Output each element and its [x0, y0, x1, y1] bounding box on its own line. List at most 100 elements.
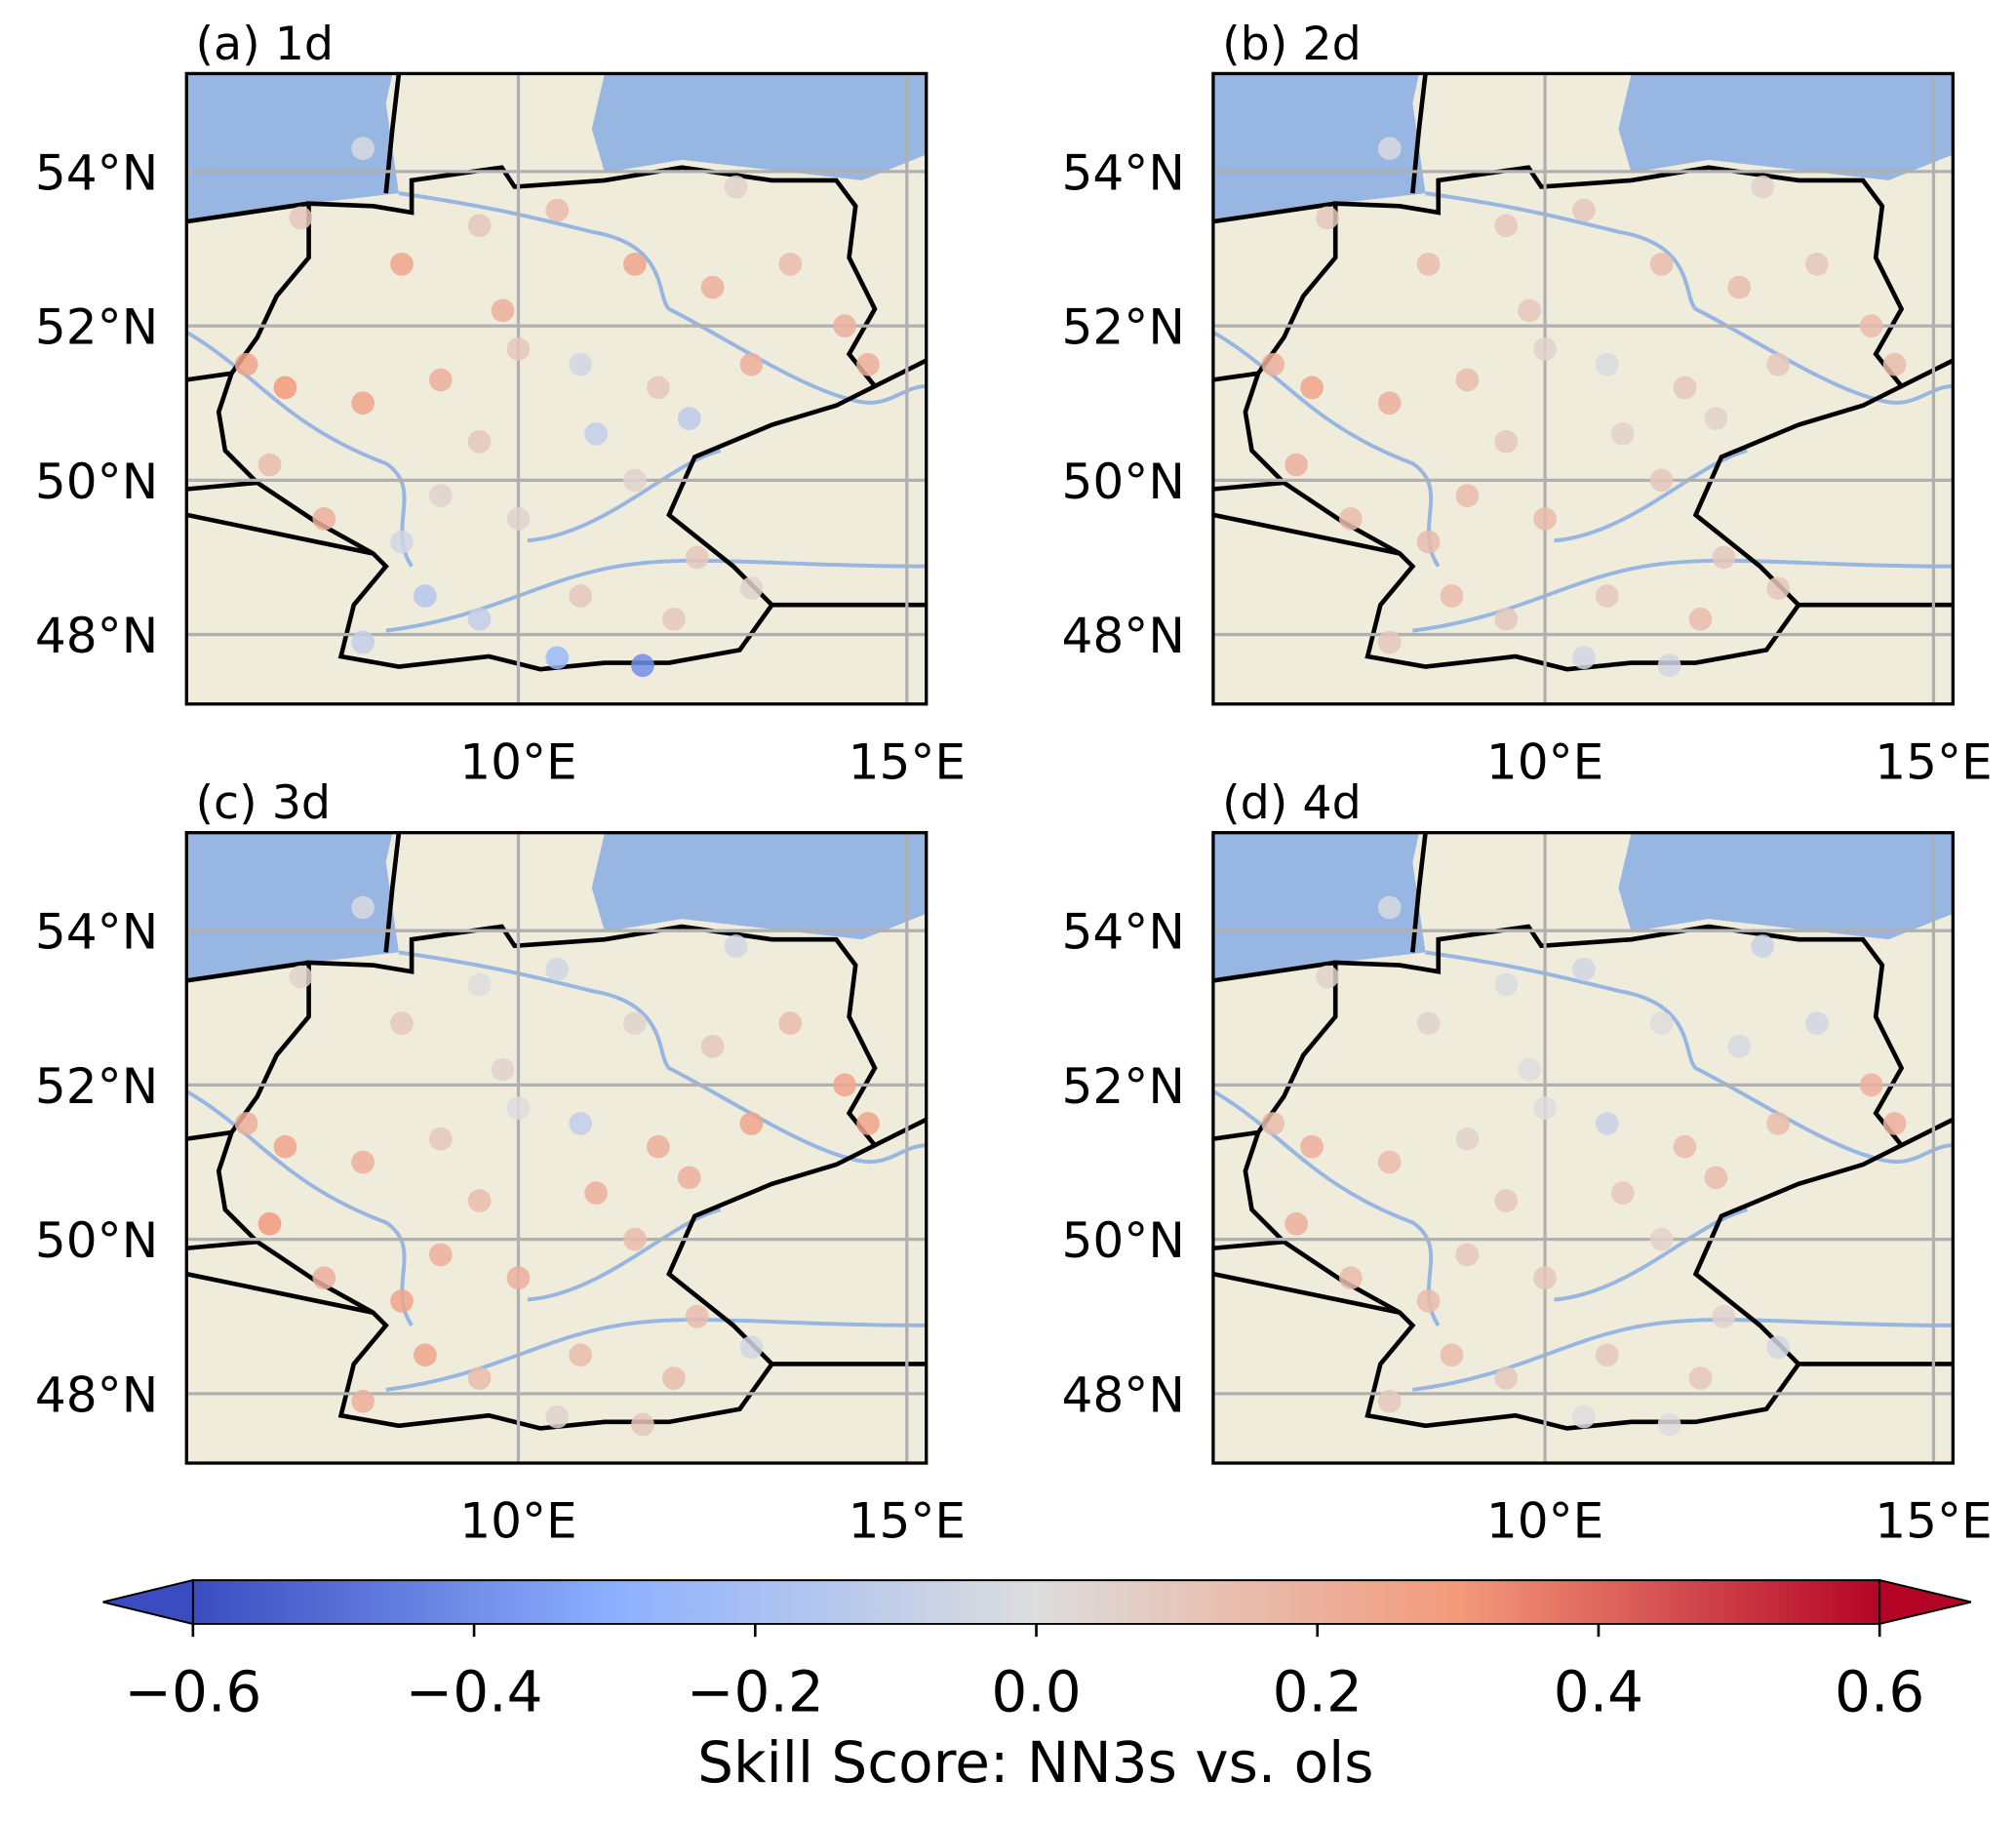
station-point — [623, 468, 647, 493]
station-point — [1533, 336, 1557, 361]
station-point — [1494, 1189, 1519, 1212]
station-point — [467, 1366, 492, 1390]
station-point — [273, 376, 297, 400]
colorbar-tick-label: −0.4 — [406, 1659, 543, 1725]
y-tick-label: 52°N — [35, 1057, 158, 1115]
station-point — [1518, 298, 1542, 323]
station-point — [1595, 584, 1619, 608]
station-point — [631, 1412, 654, 1437]
station-point — [1377, 1150, 1402, 1174]
map-frame — [184, 831, 929, 1465]
station-point — [661, 1366, 686, 1390]
station-point — [1416, 530, 1441, 554]
station-point — [390, 1289, 414, 1313]
y-tick-label: 48°N — [35, 607, 158, 664]
station-point — [1882, 1112, 1907, 1135]
basemap — [186, 833, 926, 1463]
station-point — [1518, 1057, 1542, 1082]
colorbar: Skill Score: NN3s vs. ols −0.6 −0.4 −0.2 0.… — [102, 1578, 1972, 1796]
station-point — [1339, 507, 1363, 531]
station-point — [257, 453, 282, 477]
station-point — [390, 1011, 414, 1035]
x-tick-label: 10°E — [459, 1492, 576, 1550]
station-point — [1657, 1412, 1681, 1437]
station-point — [1377, 630, 1402, 654]
station-point — [623, 252, 647, 276]
panel-title: (d) 4d — [1222, 776, 1362, 830]
station-point — [1649, 1011, 1674, 1035]
y-tick-label: 52°N — [35, 298, 158, 356]
station-point — [700, 1034, 725, 1058]
station-point — [351, 391, 375, 416]
station-point — [1377, 895, 1402, 920]
map-frame — [1211, 831, 1956, 1465]
station-point — [724, 175, 748, 199]
station-point — [312, 1266, 336, 1290]
station-point — [1261, 1112, 1285, 1135]
station-point — [351, 1389, 375, 1413]
station-point — [1533, 507, 1557, 531]
station-point — [545, 646, 570, 670]
station-point — [569, 352, 593, 376]
station-point — [1610, 422, 1635, 446]
station-point — [1805, 252, 1829, 276]
station-point — [545, 198, 570, 222]
station-point — [289, 206, 313, 230]
colorbar-tick-label: 0.2 — [1273, 1659, 1363, 1725]
x-tick-label: 10°E — [459, 732, 576, 790]
station-point — [1416, 1011, 1441, 1035]
station-point — [428, 484, 453, 508]
station-point — [1766, 1112, 1790, 1135]
station-point — [1727, 1034, 1752, 1058]
station-point — [739, 1112, 764, 1135]
map-panel: 48°N 50°N 52°N 54°N 10°E 15°E (c) 3d — [35, 776, 966, 1549]
station-point — [428, 1127, 453, 1151]
station-point — [677, 1166, 701, 1190]
y-tick-label: 54°N — [35, 903, 158, 961]
station-point — [1416, 252, 1441, 276]
station-point — [1494, 429, 1519, 454]
station-point — [677, 407, 701, 430]
x-tick-label: 15°E — [1875, 1492, 1992, 1550]
colorbar-tick-label: −0.2 — [687, 1659, 824, 1725]
map-panel: 48°N 50°N 52°N 54°N 10°E 15°E (b) 2d — [1062, 18, 1993, 790]
map-panel: 48°N 50°N 52°N 54°N 10°E 15°E (a) 1d — [35, 18, 966, 790]
station-point — [1859, 314, 1883, 338]
station-point — [1494, 1366, 1519, 1390]
station-point — [584, 1181, 609, 1206]
y-tick-label: 48°N — [35, 1366, 158, 1423]
x-tick-label: 15°E — [1875, 732, 1992, 790]
station-point — [700, 275, 725, 299]
station-point — [1751, 934, 1775, 958]
x-tick-label: 10°E — [1486, 732, 1603, 790]
station-point — [467, 972, 492, 997]
station-point — [1805, 1011, 1829, 1035]
y-tick-label: 54°N — [1062, 143, 1185, 201]
station-point — [506, 507, 531, 531]
station-point — [312, 507, 336, 531]
station-point — [467, 1189, 492, 1212]
station-point — [413, 1343, 437, 1367]
station-point — [856, 1112, 880, 1135]
station-point — [647, 376, 670, 400]
station-point — [739, 1335, 764, 1360]
station-point — [491, 1057, 515, 1082]
station-point — [351, 630, 375, 654]
station-point — [1440, 584, 1464, 608]
station-point — [1673, 376, 1697, 400]
station-point — [584, 422, 609, 446]
station-point — [1300, 1134, 1324, 1159]
x-tick-label: 10°E — [1486, 1492, 1603, 1550]
station-point — [1377, 137, 1402, 161]
station-point — [413, 584, 437, 608]
station-point — [1673, 1134, 1697, 1159]
station-point — [1455, 484, 1480, 508]
basemap — [186, 73, 926, 703]
station-point — [234, 352, 258, 376]
station-point — [1649, 252, 1674, 276]
station-point — [631, 653, 654, 678]
station-point — [1610, 1181, 1635, 1206]
colorbar-extend-high — [1878, 1578, 1972, 1626]
station-point — [685, 1304, 709, 1328]
station-point — [1533, 1096, 1557, 1120]
